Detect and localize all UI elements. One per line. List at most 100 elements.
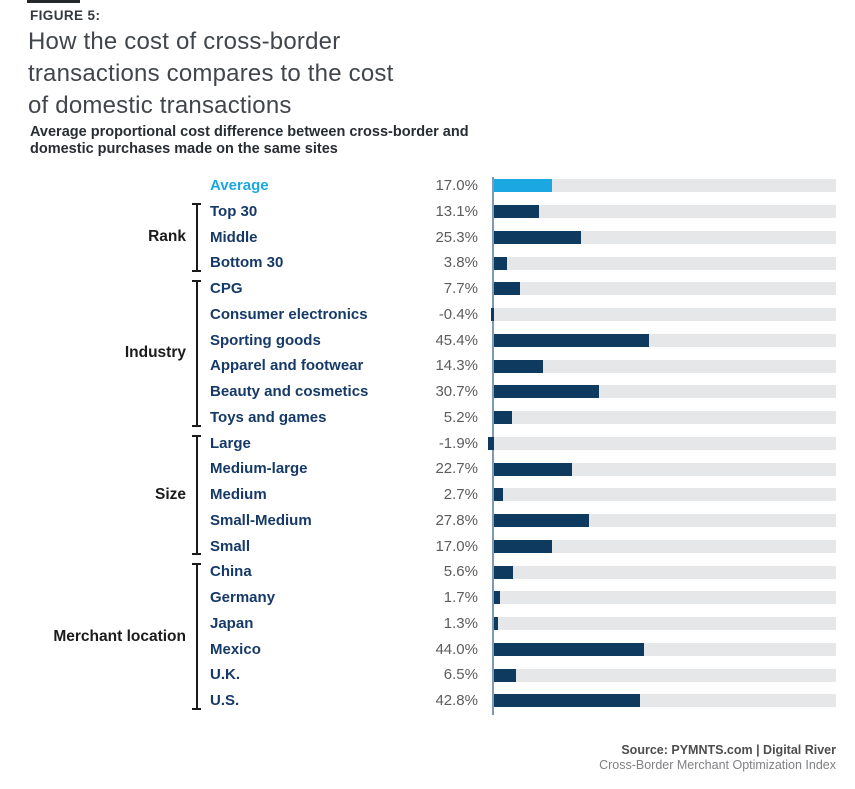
group-label: Merchant location <box>53 627 186 645</box>
bar-track <box>494 230 836 244</box>
value-label: 5.6% <box>443 563 478 581</box>
chart-row: Consumer electronics -0.4% <box>0 302 855 328</box>
chart-row: China 5.6% <box>0 559 855 585</box>
bracket-line <box>195 280 198 427</box>
chart-row: Medium-large 22.7% <box>0 456 855 482</box>
category-label: Small-Medium <box>210 511 312 529</box>
group-bracket <box>192 280 201 427</box>
category-label: Beauty and cosmetics <box>210 383 369 400</box>
chart-row: Small 17.0% <box>0 534 855 560</box>
category-label: Germany <box>210 589 276 606</box>
chart-row: Medium 2.7% <box>0 482 855 508</box>
bar <box>494 359 543 373</box>
value-label: 14.3% <box>435 357 478 375</box>
bracket-cap-icon <box>192 707 201 710</box>
bar <box>494 488 504 502</box>
chart-row: Germany 1.7% <box>0 585 855 611</box>
bracket-cap-icon <box>192 424 201 427</box>
value-label: 27.8% <box>435 511 478 529</box>
bar-track <box>494 617 836 631</box>
source-footer: Source: PYMNTS.com | Digital River Cross… <box>599 742 836 773</box>
bar <box>494 205 539 219</box>
chart-row: Top 30 13.1% <box>0 199 855 225</box>
bar-track <box>494 385 836 399</box>
group-label: Size <box>154 485 186 503</box>
bar-track <box>494 668 836 682</box>
bracket-line <box>195 202 198 272</box>
chart-row: Beauty and cosmetics 30.7% <box>0 379 855 405</box>
bar-track <box>494 488 836 502</box>
value-label: 25.3% <box>435 228 478 246</box>
value-label: 17.0% <box>435 177 478 194</box>
category-label: Small <box>210 537 251 555</box>
bar <box>494 694 641 708</box>
category-label: Mexico <box>210 640 261 658</box>
chart-row: Toys and games 5.2% <box>0 405 855 431</box>
bar <box>487 436 494 450</box>
category-label: Toys and games <box>210 408 327 426</box>
category-label: CPG <box>210 280 243 297</box>
value-label: 17.0% <box>435 537 478 555</box>
chart-row: Small-Medium 27.8% <box>0 508 855 534</box>
value-label: 13.1% <box>435 202 478 220</box>
bar <box>494 411 512 425</box>
bar <box>494 565 514 579</box>
bar-track <box>494 359 836 373</box>
category-label: U.K. <box>210 666 240 684</box>
category-label: Average <box>210 177 269 194</box>
bar <box>494 668 517 682</box>
category-label: Medium-large <box>210 460 308 478</box>
chart-row: Bottom 30 3.8% <box>0 250 855 276</box>
bar-track <box>494 514 836 528</box>
category-label: China <box>210 563 252 581</box>
bar <box>494 230 581 244</box>
value-label: 42.8% <box>435 692 478 709</box>
value-label: 22.7% <box>435 460 478 478</box>
bar-track <box>494 282 836 296</box>
category-label: Consumer electronics <box>210 305 368 323</box>
category-label: Japan <box>210 614 254 632</box>
bar <box>494 462 572 476</box>
group-bracket <box>192 563 201 710</box>
page-title: How the cost of cross-border transaction… <box>28 26 393 122</box>
index-line: Cross-Border Merchant Optimization Index <box>599 758 836 772</box>
bar <box>494 514 590 528</box>
bar-track <box>494 205 836 219</box>
bracket-cap-icon <box>192 270 201 272</box>
bar-track <box>494 591 836 605</box>
bar <box>494 591 500 605</box>
bar <box>494 256 507 270</box>
bar <box>494 282 521 296</box>
bar-track <box>487 436 836 450</box>
bar-track <box>494 256 836 270</box>
bar-track <box>494 179 836 193</box>
bar-track <box>491 308 836 322</box>
bar <box>494 539 553 553</box>
bracket-line <box>195 563 198 710</box>
category-label: Bottom 30 <box>210 254 284 272</box>
value-label: 30.7% <box>435 383 478 400</box>
title-line-3: of domestic transactions <box>28 92 292 119</box>
group-bracket <box>192 434 201 556</box>
value-label: 3.8% <box>443 254 478 272</box>
chart-area: Average 17.0% Top 30 13.1% Middle 25.3% Bottom… <box>0 173 855 721</box>
chart-row: Large -1.9% <box>0 431 855 457</box>
group-label: Rank <box>148 228 186 246</box>
bar-track <box>494 462 836 476</box>
value-label: 45.4% <box>435 331 478 349</box>
group-bracket <box>192 202 201 272</box>
subtitle-line-2: domestic purchases made on the same site… <box>30 140 338 157</box>
category-label: Top 30 <box>210 202 258 220</box>
chart-row: Apparel and footwear 14.3% <box>0 353 855 379</box>
figure-label: FIGURE 5: <box>30 8 101 23</box>
category-label: Middle <box>210 228 258 246</box>
bar-track <box>494 539 836 553</box>
bar-track <box>494 411 836 425</box>
chart-row: Middle 25.3% <box>0 225 855 251</box>
value-label: -1.9% <box>438 434 478 452</box>
chart-row: Average 17.0% <box>0 173 855 199</box>
value-label: 2.7% <box>443 486 478 503</box>
bar-track <box>494 642 836 656</box>
bar <box>494 385 599 399</box>
